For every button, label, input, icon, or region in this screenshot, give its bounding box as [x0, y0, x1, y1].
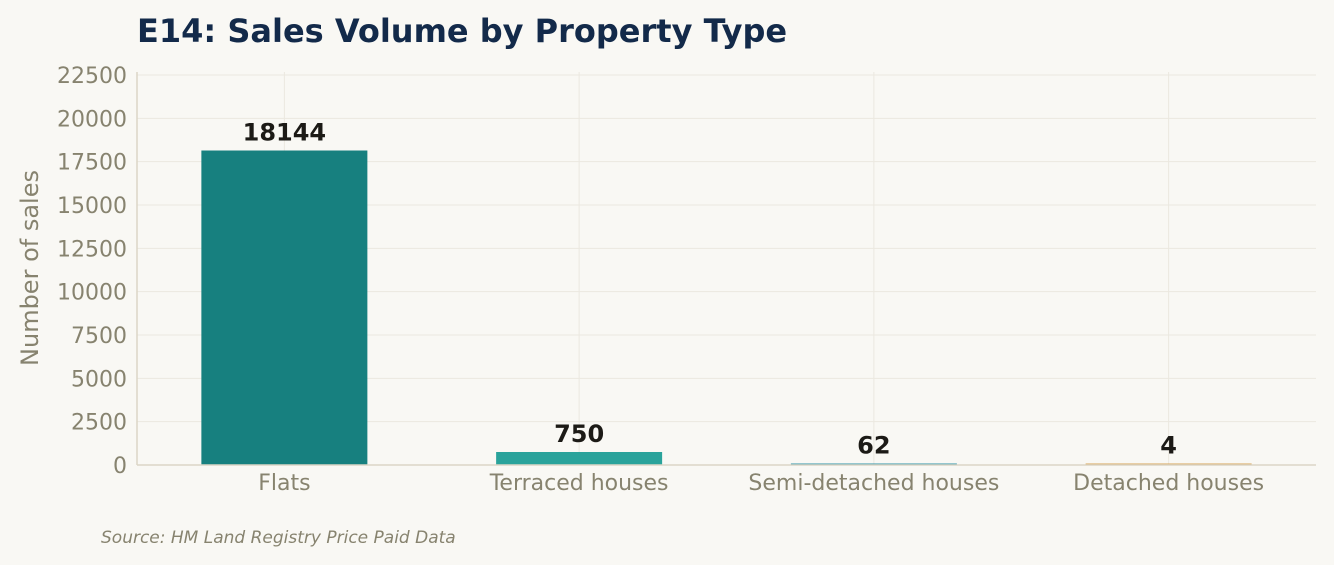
- x-tick-labels: Flats Terraced houses Semi-detached houses…: [258, 471, 1264, 496]
- y-tick-label: 10000: [57, 281, 127, 306]
- x-tick-label: Terraced houses: [489, 471, 669, 496]
- x-tick-label: Flats: [258, 471, 310, 496]
- y-tick-label: 17500: [57, 151, 127, 176]
- data-labels-layer: 18144 750 62 4: [243, 119, 1177, 460]
- y-tick-label: 12500: [57, 237, 127, 262]
- y-tick-labels: 0 2500 5000 7500 10000 12500 15000 17500 20000 22…: [57, 64, 127, 479]
- bar: [496, 452, 663, 465]
- data-label: 750: [554, 420, 604, 448]
- y-tick-label: 0: [113, 454, 127, 479]
- y-tick-label: 22500: [57, 64, 127, 89]
- x-tick-label: Detached houses: [1073, 471, 1264, 496]
- bar: [201, 150, 368, 465]
- data-label: 4: [1160, 432, 1177, 460]
- chart-title: E14: Sales Volume by Property Type: [137, 12, 787, 50]
- x-tick-label: Semi-detached houses: [748, 471, 999, 496]
- bars-layer: [201, 150, 1252, 465]
- data-label: 18144: [243, 119, 327, 147]
- data-label: 62: [857, 432, 890, 460]
- y-tick-label: 20000: [57, 107, 127, 132]
- y-tick-label: 2500: [71, 411, 127, 436]
- y-tick-label: 7500: [71, 324, 127, 349]
- y-tick-label: 5000: [71, 367, 127, 392]
- source-note: Source: HM Land Registry Price Paid Data: [101, 528, 456, 548]
- y-tick-label: 15000: [57, 194, 127, 219]
- y-axis-label: Number of sales: [16, 170, 44, 366]
